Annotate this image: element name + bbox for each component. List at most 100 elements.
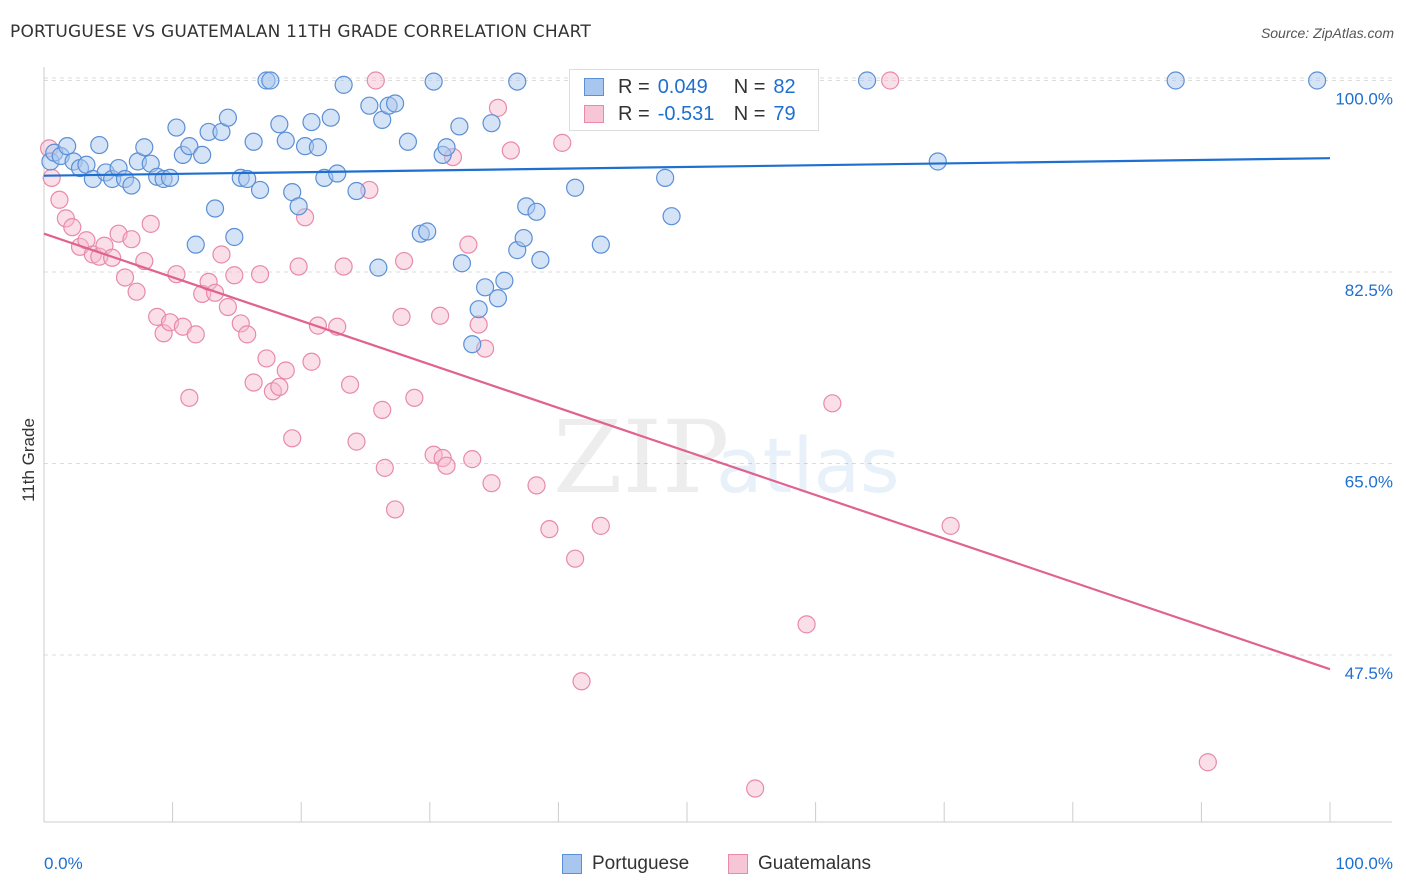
legend-item-guatemalans: Guatemalans [728,851,871,877]
data-point-guatemalans [823,394,842,413]
y-tick-label: 82.5% [1345,281,1393,300]
data-point-portuguese [321,108,340,127]
data-point-guatemalans [115,268,135,287]
gridlines [44,77,1392,656]
trend-line-guatemalans [43,232,1331,671]
data-point-portuguese [591,235,610,254]
data-point-guatemalans [591,516,610,535]
y-axis-label: 11th Grade [19,418,38,502]
legend-r-value: -0.531 [657,102,715,125]
data-point-guatemalans [276,361,295,380]
legend-r-label: R = [618,75,650,98]
legend-label: Portuguese [592,853,690,874]
data-point-portuguese [276,131,295,150]
data-point-portuguese [360,96,379,115]
data-point-portuguese [205,199,225,218]
data-point-guatemalans [334,257,353,276]
data-point-guatemalans [459,235,478,254]
chart-title: PORTUGUESE VS GUATEMALAN 11TH GRADE CORR… [10,22,592,42]
data-point-guatemalans [488,98,508,117]
data-point-portuguese [289,197,308,216]
data-point-guatemalans [127,282,146,301]
watermark-atlas: atlas [716,421,900,510]
legend-n-label: N = [733,102,766,125]
data-point-portuguese [186,235,205,254]
legend-row-guatemalans: R = -0.531 N = 79 [584,102,796,126]
data-point-guatemalans [289,257,308,276]
data-point-portuguese [437,138,456,157]
data-point-guatemalans [366,71,385,90]
data-point-portuguese [452,254,472,273]
data-point-portuguese [328,164,347,183]
data-point-portuguese [566,178,585,197]
watermark: ZIP atlas [553,399,900,516]
data-point-guatemalans [283,429,302,448]
data-point-portuguese [334,75,353,94]
data-point-portuguese [270,115,289,134]
data-point-guatemalans [375,458,394,477]
data-point-guatemalans [63,218,82,237]
trend-lines [43,157,1331,671]
data-point-guatemalans [238,325,257,344]
data-point-portuguese [463,335,482,354]
data-point-guatemalans [881,71,900,90]
legend-swatch-blue [562,854,582,874]
legend-swatch-pink [584,105,604,123]
data-point-portuguese [475,278,495,297]
data-point-portuguese [160,168,180,187]
legend-item-portuguese: Portuguese [562,851,689,877]
legend-n-value: 79 [773,102,796,125]
y-tick-label: 47.5% [1345,664,1393,683]
data-point-guatemalans [572,672,591,691]
data-point-portuguese [488,289,508,308]
data-point-portuguese [308,138,328,157]
data-point-portuguese [244,132,263,151]
data-point-guatemalans [540,520,559,539]
x-tick-label: 0.0% [44,854,83,873]
x-tick-label: 100.0% [1335,854,1393,873]
watermark-zip: ZIP [553,399,729,516]
data-point-guatemalans [244,373,263,392]
data-point-guatemalans [122,230,141,249]
data-point-portuguese [369,258,388,277]
data-point-guatemalans [257,349,276,368]
data-point-guatemalans [218,297,237,317]
data-point-guatemalans [469,315,488,334]
data-point-portuguese [261,71,280,90]
data-point-portuguese [418,222,437,241]
legend-swatch-pink [728,854,748,874]
correlation-legend: R = 0.049 N = 82 R = -0.531 N = 79 [569,69,819,131]
data-point-portuguese [385,94,405,113]
data-point-guatemalans [437,456,456,475]
legend-r-value: 0.049 [657,75,708,98]
series-guatemalans [40,71,1217,798]
data-point-portuguese [469,300,488,319]
y-tick-label: 100.0% [1335,90,1393,109]
data-point-portuguese [302,112,321,132]
data-point-guatemalans [501,141,520,160]
data-point-guatemalans [941,516,960,535]
data-point-guatemalans [50,190,69,209]
data-point-guatemalans [553,133,572,152]
data-point-guatemalans [373,400,392,419]
data-point-portuguese [1166,71,1185,90]
data-point-guatemalans [405,388,424,407]
data-point-guatemalans [392,307,411,326]
data-point-guatemalans [141,214,160,233]
tick-labels: 47.5% 65.0% 82.5% 100.0% 0.0% 100.0% [44,90,1393,874]
data-point-guatemalans [430,306,450,325]
legend-n-label: N = [733,75,766,98]
data-point-guatemalans [205,283,225,302]
data-point-guatemalans [154,324,173,343]
data-point-portuguese [180,137,199,156]
data-point-portuguese [662,207,681,226]
data-point-portuguese [928,152,947,171]
data-point-portuguese [656,168,675,187]
data-point-guatemalans [270,377,289,396]
data-point-guatemalans [225,266,244,285]
data-point-portuguese [531,250,550,270]
data-point-guatemalans [186,325,205,344]
data-point-portuguese [90,135,109,155]
data-point-portuguese [450,117,469,136]
